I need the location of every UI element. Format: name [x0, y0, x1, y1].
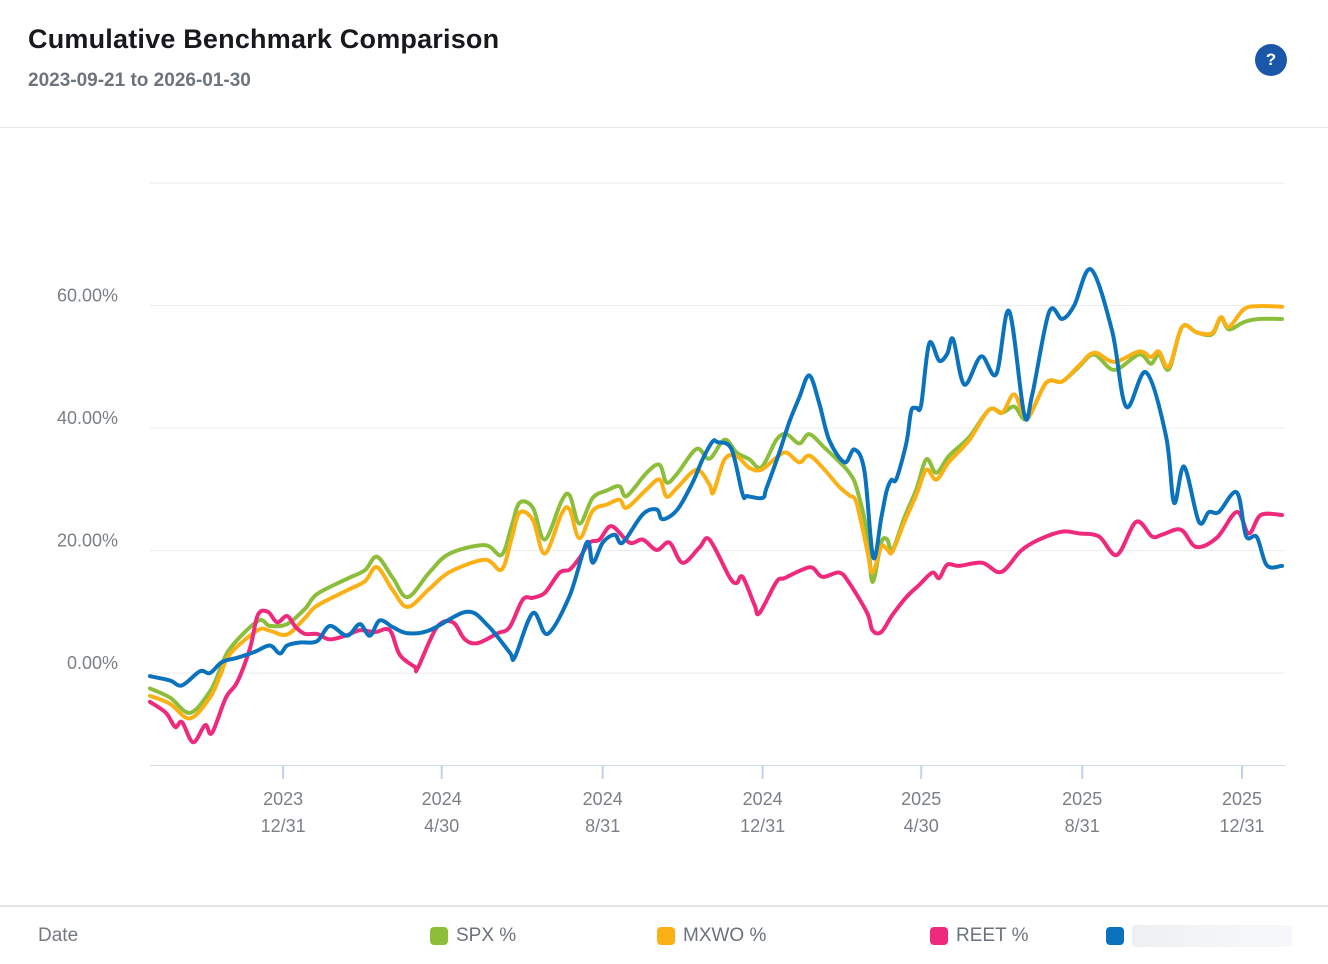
chart-legend: Date SPX % MXWO % REET %: [0, 918, 1328, 954]
y-axis-label: 40.00%: [57, 408, 118, 428]
legend-swatch-icon: [930, 927, 948, 945]
x-axis-label-year: 2025: [1062, 789, 1102, 809]
x-axis-label-year: 2025: [901, 789, 941, 809]
legend-swatch-icon: [1106, 927, 1124, 945]
series-line-mxwo: [148, 304, 1284, 721]
x-axis-label-date: 12/31: [740, 816, 785, 836]
x-axis-label-date: 4/30: [424, 816, 459, 836]
x-axis-label-date: 4/30: [904, 816, 939, 836]
legend-item-reet[interactable]: REET %: [930, 918, 1029, 954]
legend-date-label: Date: [38, 925, 79, 946]
series-line-redacted: [148, 267, 1284, 688]
x-axis-label-date: 12/31: [261, 816, 306, 836]
page-title: Cumulative Benchmark Comparison: [28, 24, 500, 54]
legend-item-mxwo[interactable]: MXWO %: [657, 918, 766, 954]
x-axis-label-year: 2024: [583, 789, 623, 809]
redacted-label-block: [1132, 925, 1292, 947]
legend-divider: [0, 905, 1328, 907]
legend-swatch-icon: [430, 927, 448, 945]
date-range-subtitle: 2023-09-21 to 2026-01-30: [28, 70, 251, 91]
x-axis-label-year: 2023: [263, 789, 303, 809]
benchmark-line-chart: 0.00% 20.00% 40.00% 60.00% 2023 12/31 2024 4/30…: [57, 182, 1285, 836]
x-axis-label-year: 2025: [1222, 789, 1262, 809]
header-divider: [0, 127, 1328, 128]
y-axis-label: 0.00%: [67, 653, 118, 673]
x-axis-label-year: 2024: [743, 789, 783, 809]
x-axis-label-date: 12/31: [1219, 816, 1264, 836]
legend-item-redacted[interactable]: [1106, 918, 1292, 954]
legend-item-label: REET %: [956, 925, 1029, 946]
legend-item-label: SPX %: [456, 925, 517, 946]
x-axis-label-date: 8/31: [585, 816, 620, 836]
legend-item-label: MXWO %: [683, 925, 767, 946]
legend-swatch-icon: [657, 927, 675, 945]
y-axis-label: 60.00%: [57, 286, 118, 306]
x-axis-label-date: 8/31: [1065, 816, 1100, 836]
help-button[interactable]: ?: [1255, 44, 1287, 76]
x-axis-label-year: 2024: [422, 789, 462, 809]
question-mark-icon: ?: [1265, 50, 1277, 69]
y-axis-label: 20.00%: [57, 531, 118, 551]
legend-item-spx[interactable]: SPX %: [430, 918, 516, 954]
series-line-spx: [148, 315, 1284, 715]
series-line-reet: [148, 510, 1284, 745]
